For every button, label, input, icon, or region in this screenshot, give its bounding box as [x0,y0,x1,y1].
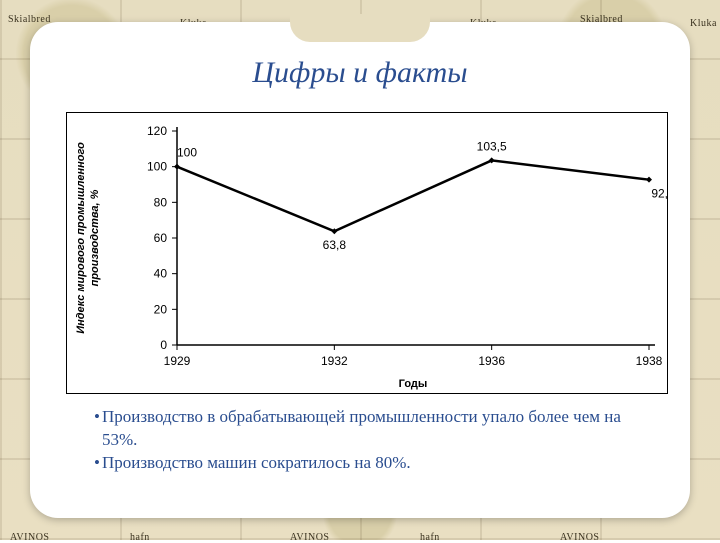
svg-text:1932: 1932 [321,354,348,368]
svg-text:Годы: Годы [399,378,428,390]
bullet-marker: • [94,452,100,475]
bullet-item: •Производство в обрабатывающей промышлен… [94,406,654,452]
svg-text:40: 40 [154,267,168,281]
svg-text:100: 100 [177,146,197,160]
bullet-text: Производство машин сократилось на 80%. [102,452,654,475]
bullet-marker: • [94,406,100,452]
chart-svg: 0 20 40 60 80 100 120 1929 1932 1936 1938 100 63,8 10… [67,113,667,393]
bullet-item: •Производство машин сократилось на 80%. [94,452,654,475]
svg-text:60: 60 [154,231,168,245]
svg-text:Индекс мирового промышленного: Индекс мирового промышленного [75,142,87,334]
page-title: Цифры и факты [30,56,690,90]
svg-text:20: 20 [154,302,168,316]
svg-text:103,5: 103,5 [477,139,507,153]
svg-text:80: 80 [154,195,168,209]
card-notch [290,14,430,42]
svg-text:100: 100 [147,160,167,174]
bullet-text: Производство в обрабатывающей промышленн… [102,406,654,452]
bullet-list: •Производство в обрабатывающей промышлен… [94,406,654,475]
svg-text:1929: 1929 [164,354,191,368]
svg-text:1938: 1938 [636,354,663,368]
svg-text:0: 0 [160,338,167,352]
content-card: Цифры и факты 0 20 40 60 80 100 120 1929 1932 193… [30,22,690,518]
svg-text:производства, %: производства, % [89,189,101,286]
svg-text:63,8: 63,8 [323,238,347,252]
svg-text:120: 120 [147,124,167,138]
svg-text:92,7: 92,7 [651,187,667,201]
svg-text:1936: 1936 [478,354,505,368]
line-chart: 0 20 40 60 80 100 120 1929 1932 1936 1938 100 63,8 10… [66,112,668,394]
